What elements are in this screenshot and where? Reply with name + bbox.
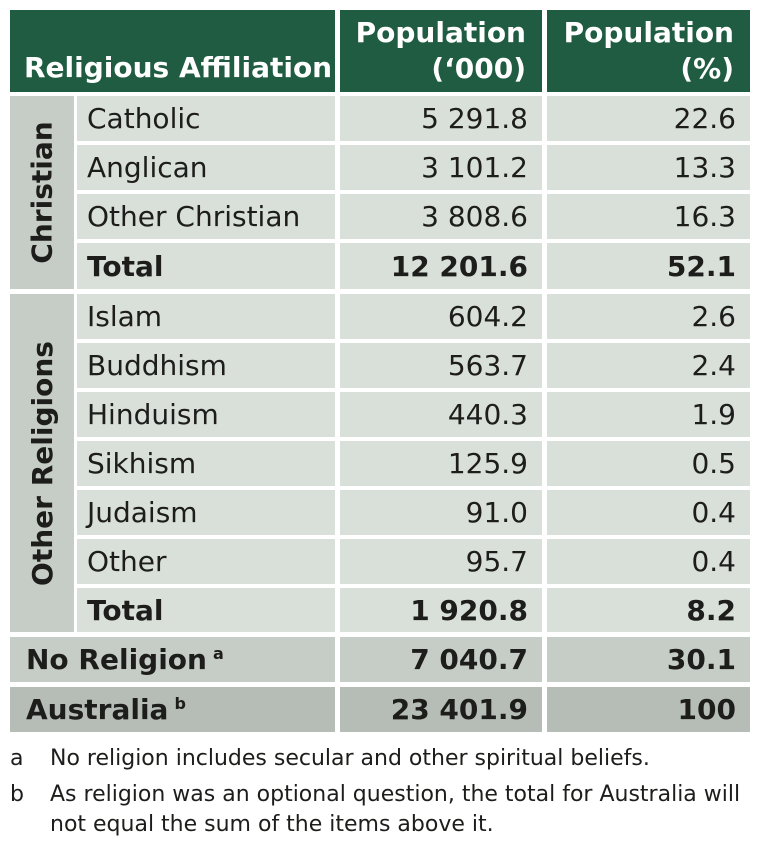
footnote: b As religion was an optional question, … — [10, 780, 750, 840]
group-christian-label: Christian — [25, 121, 59, 264]
no-religion-name: No Religion — [26, 643, 207, 676]
row-population: 440.3 — [340, 392, 542, 437]
no-religion-population: 7 040.7 — [340, 637, 542, 682]
row-label: Islam — [77, 294, 335, 339]
row-population: 563.7 — [340, 343, 542, 388]
row-population: 3 101.2 — [340, 145, 542, 190]
header-affiliation-text: Religious Affiliation — [24, 51, 333, 84]
no-religion-label: No Religion a — [10, 637, 335, 682]
footnote: a No religion includes secular and other… — [10, 744, 750, 774]
row-percent: 2.4 — [547, 343, 750, 388]
group-other-religions: Other Religions — [10, 294, 74, 632]
australia-note-mark: b — [174, 694, 186, 713]
row-label: Judaism — [77, 490, 335, 535]
group-other-religions-label: Other Religions — [25, 340, 59, 586]
row-label: Anglican — [77, 145, 335, 190]
australia-name: Australia — [26, 693, 169, 726]
christian-total-label: Total — [77, 243, 335, 289]
header-percent-line1: Population — [563, 16, 734, 49]
row-population: 95.7 — [340, 539, 542, 584]
australia-percent: 100 — [547, 687, 750, 732]
row-percent: 13.3 — [547, 145, 750, 190]
row-percent: 0.4 — [547, 490, 750, 535]
row-label: Sikhism — [77, 441, 335, 486]
footnote-text: No religion includes secular and other s… — [50, 746, 650, 771]
row-percent: 0.4 — [547, 539, 750, 584]
header-percent-line2: (%) — [680, 52, 734, 85]
row-percent: 1.9 — [547, 392, 750, 437]
no-religion-percent: 30.1 — [547, 637, 750, 682]
no-religion-note-mark: a — [212, 644, 224, 663]
row-population: 604.2 — [340, 294, 542, 339]
row-population: 125.9 — [340, 441, 542, 486]
footnote-text: As religion was an optional question, th… — [50, 782, 741, 837]
header-population-line1: Population — [355, 16, 526, 49]
row-label: Catholic — [77, 96, 335, 141]
header-affiliation: Religious Affiliation — [10, 10, 335, 92]
row-population: 91.0 — [340, 490, 542, 535]
footnotes: a No religion includes secular and other… — [10, 744, 750, 846]
other-religions-total-label: Total — [77, 588, 335, 632]
other-religions-total-population: 1 920.8 — [340, 588, 542, 632]
christian-total-percent: 52.1 — [547, 243, 750, 289]
australia-label: Australia b — [10, 687, 335, 732]
row-percent: 16.3 — [547, 194, 750, 239]
row-label: Other Christian — [77, 194, 335, 239]
row-percent: 22.6 — [547, 96, 750, 141]
footnote-letter: a — [10, 746, 24, 771]
row-percent: 0.5 — [547, 441, 750, 486]
other-religions-total-percent: 8.2 — [547, 588, 750, 632]
row-label: Buddhism — [77, 343, 335, 388]
header-percent: Population (%) — [547, 10, 750, 92]
row-population: 5 291.8 — [340, 96, 542, 141]
header-population-line2: (‘000) — [431, 52, 526, 85]
australia-population: 23 401.9 — [340, 687, 542, 732]
group-christian: Christian — [10, 96, 74, 289]
row-population: 3 808.6 — [340, 194, 542, 239]
christian-total-population: 12 201.6 — [340, 243, 542, 289]
header-population: Population (‘000) — [340, 10, 542, 92]
row-percent: 2.6 — [547, 294, 750, 339]
row-label: Other — [77, 539, 335, 584]
footnote-letter: b — [10, 782, 24, 807]
row-label: Hinduism — [77, 392, 335, 437]
